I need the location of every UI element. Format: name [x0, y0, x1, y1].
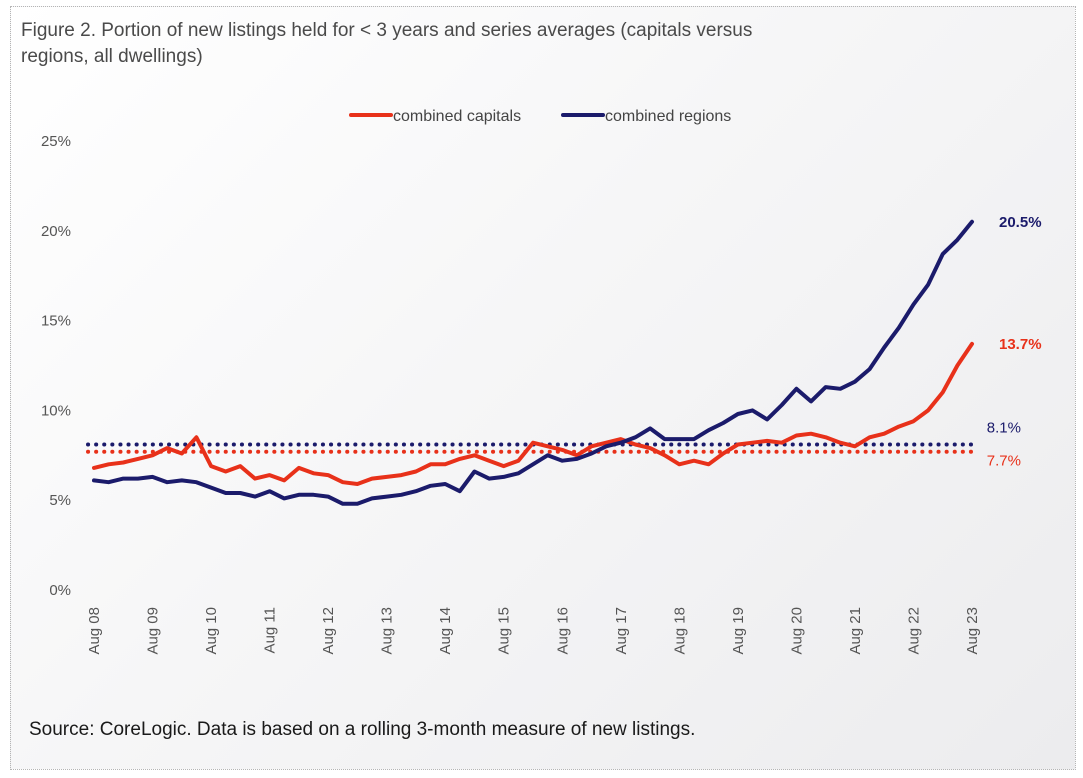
- x-tick-label: Aug 20: [788, 607, 805, 655]
- y-axis: 0% 5% 10% 15% 20% 25%: [41, 133, 71, 599]
- chart-title: Figure 2. Portion of new listings held f…: [21, 20, 753, 67]
- chart-frame: Figure 2. Portion of new listings held f…: [10, 6, 1076, 770]
- average-label-combined-regions: 8.1%: [987, 420, 1021, 437]
- x-tick-label: Aug 18: [671, 607, 688, 655]
- x-tick-label: Aug 09: [145, 607, 162, 655]
- x-tick-label: Aug 15: [496, 607, 513, 655]
- line-chart: 0% 5% 10% 15% 20% 25% Aug 08 Aug 09 Aug 10 Aug 1…: [41, 108, 1042, 655]
- x-tick-label: Aug 08: [86, 607, 103, 655]
- y-tick-label: 20%: [41, 223, 71, 240]
- end-labels: 7.7% 8.1% 13.7% 20.5%: [987, 214, 1042, 470]
- series-line-combined-capitals: [92, 341, 974, 486]
- chart-source-note: Source: CoreLogic. Data is based on a ro…: [29, 719, 696, 740]
- y-tick-label: 25%: [41, 133, 71, 150]
- x-tick-label: Aug 14: [437, 607, 454, 655]
- x-tick-label: Aug 10: [203, 607, 220, 655]
- legend-label-combined-capitals: combined capitals: [393, 108, 521, 125]
- x-tick-label: Aug 11: [262, 607, 279, 653]
- x-tick-label: Aug 13: [379, 607, 396, 655]
- legend-label-combined-regions: combined regions: [605, 108, 731, 125]
- x-tick-label: Aug 12: [320, 607, 337, 655]
- x-axis: Aug 08 Aug 09 Aug 10 Aug 11 Aug 12 Aug 13 Aug …: [86, 607, 981, 655]
- x-tick-label: Aug 19: [730, 607, 747, 655]
- y-tick-label: 15%: [41, 313, 71, 330]
- y-tick-label: 0%: [49, 582, 71, 599]
- series-lines: [92, 219, 974, 506]
- y-tick-label: 5%: [49, 492, 71, 509]
- end-value-label-combined-regions: 20.5%: [999, 214, 1042, 231]
- average-label-combined-capitals: 7.7%: [987, 453, 1021, 470]
- average-lines: [86, 442, 976, 454]
- x-tick-label: Aug 23: [964, 607, 981, 655]
- x-tick-label: Aug 16: [554, 607, 571, 655]
- x-tick-label: Aug 17: [613, 607, 630, 655]
- end-value-label-combined-capitals: 13.7%: [999, 336, 1042, 353]
- x-tick-label: Aug 22: [905, 607, 922, 655]
- y-tick-label: 10%: [41, 402, 71, 419]
- legend: combined capitals combined regions: [349, 108, 731, 125]
- series-line-combined-regions: [92, 219, 974, 506]
- x-tick-label: Aug 21: [847, 607, 864, 655]
